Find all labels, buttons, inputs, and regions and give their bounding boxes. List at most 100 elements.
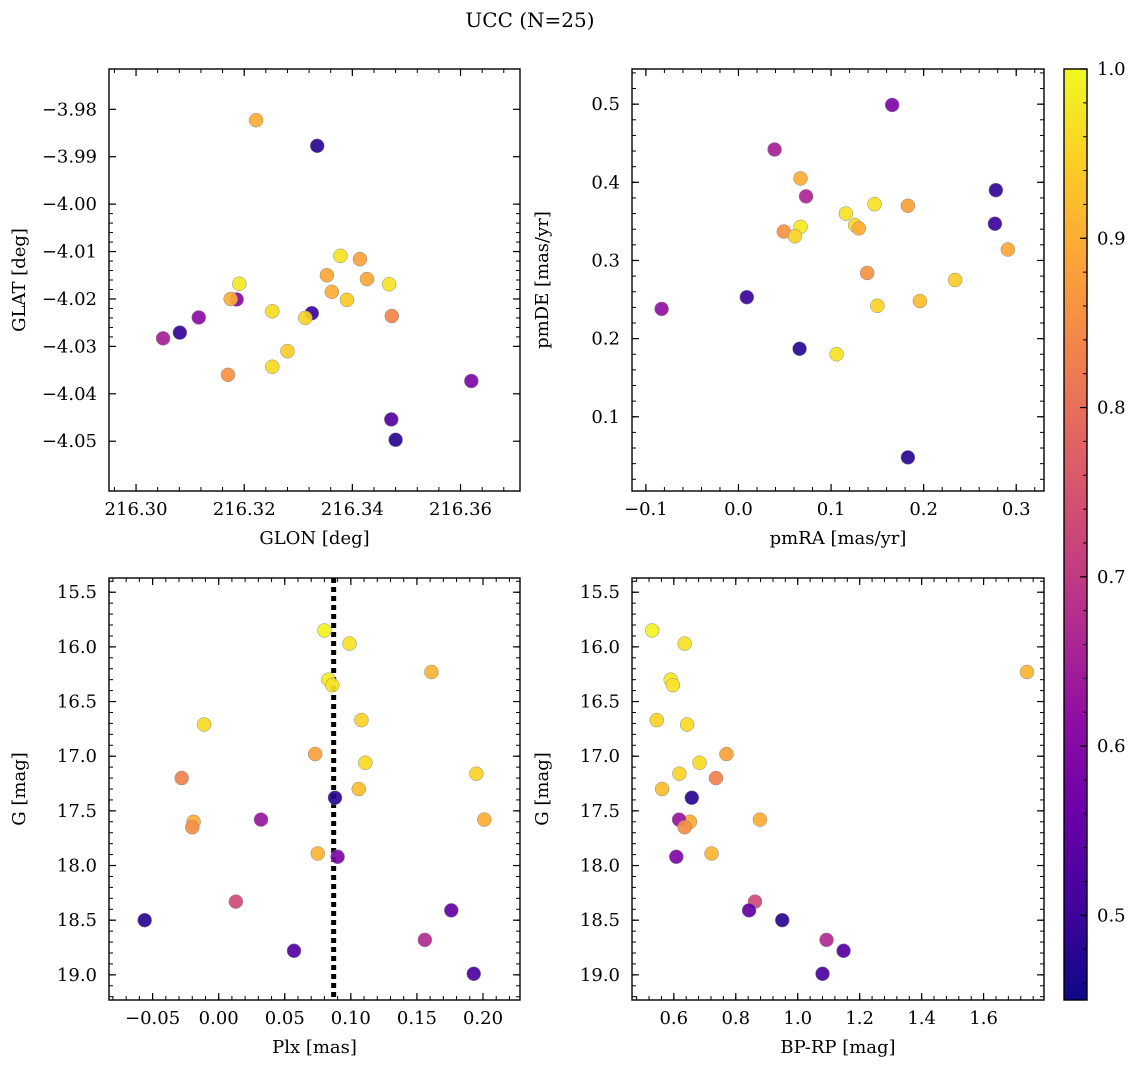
scatter-point xyxy=(752,812,768,827)
x-tick-label: 0.20 xyxy=(463,1008,503,1029)
x-tick-label: 1.4 xyxy=(907,1008,936,1029)
scatter-point xyxy=(359,271,375,287)
scatter-point xyxy=(358,755,373,771)
y-tick-label: 18.5 xyxy=(580,910,620,931)
y-axis-label: GLAT [deg] xyxy=(9,228,30,332)
scatter-point xyxy=(424,664,439,680)
scatter-point xyxy=(327,790,343,805)
scatter-point xyxy=(339,292,355,308)
scatter-point xyxy=(248,112,264,128)
scatter-point xyxy=(654,301,669,317)
scatter-point xyxy=(870,298,885,314)
scatter-point xyxy=(739,289,755,305)
scatter-point xyxy=(330,849,345,865)
y-tick-label: −4.00 xyxy=(42,194,97,215)
scatter-point xyxy=(787,228,803,244)
scatter-point xyxy=(677,636,692,651)
colorbar-tick-label: 1.0 xyxy=(1097,59,1126,80)
scatter-point xyxy=(644,623,660,638)
scatter-point xyxy=(684,790,700,805)
scatter-point xyxy=(466,966,481,982)
scatter-point xyxy=(838,206,854,221)
scatter-point xyxy=(672,766,687,781)
scatter-point xyxy=(851,221,867,236)
scatter-point xyxy=(829,346,844,362)
scatter-point xyxy=(704,846,719,861)
scatter-point xyxy=(900,450,916,465)
scatter-point xyxy=(172,325,188,340)
y-tick-label: 16.0 xyxy=(57,637,97,658)
colorbar: 0.5 0.6 0.7 0.8 0.9 1.0 xyxy=(1063,59,1126,1001)
x-axis-label: BP-RP [mag] xyxy=(780,1037,895,1058)
scatter-point xyxy=(988,182,1004,198)
y-tick-label: −3.99 xyxy=(42,147,97,168)
scatter-point xyxy=(155,331,171,346)
x-tick-label: 0.2 xyxy=(909,499,938,520)
y-tick-label: 0.4 xyxy=(591,172,620,193)
scatter-point xyxy=(319,268,335,283)
scatter-point xyxy=(342,636,357,651)
colorbar-frame xyxy=(1063,68,1088,1001)
x-tick-label: 0.1 xyxy=(817,499,846,520)
scatter-point xyxy=(798,189,814,204)
scatter-point xyxy=(381,277,397,292)
scatter-point xyxy=(477,812,492,827)
panel-frame xyxy=(631,577,1045,1001)
scatter-point xyxy=(351,781,367,797)
scatter-point xyxy=(792,341,807,357)
x-tick-label: 216.30 xyxy=(105,499,168,520)
y-tick-label: 19.0 xyxy=(580,965,620,986)
x-tick-label: 0.15 xyxy=(397,1008,437,1029)
scatter-point xyxy=(677,820,692,835)
scatter-point xyxy=(280,343,295,359)
x-tick-label: 0.05 xyxy=(265,1008,305,1029)
x-tick-label: 1.6 xyxy=(969,1008,998,1029)
scatter-point xyxy=(417,932,433,948)
y-tick-label: 17.0 xyxy=(580,746,620,767)
scatter-point xyxy=(310,846,326,861)
colorbar-tick-label: 0.7 xyxy=(1097,567,1126,588)
scatter-point xyxy=(819,932,834,948)
scatter-point xyxy=(912,293,928,309)
x-tick-label: 0.0 xyxy=(724,499,753,520)
scatter-point xyxy=(253,812,269,827)
colorbar-tick-label: 0.5 xyxy=(1097,905,1126,926)
panel-top-left: 216.30 216.32 216.34 216.36 −3.98 −3.99 −4.00 −… xyxy=(9,68,521,549)
y-tick-label: 15.5 xyxy=(580,582,620,603)
y-tick-label: 19.0 xyxy=(57,965,97,986)
y-axis-label: G [mag] xyxy=(9,752,30,825)
scatter-point xyxy=(793,171,808,186)
x-tick-label: 216.32 xyxy=(213,499,276,520)
scatter-point xyxy=(137,912,152,928)
scatter-point xyxy=(354,712,369,728)
scatter-point xyxy=(649,712,665,728)
scatter-point xyxy=(469,766,484,781)
scatter-point xyxy=(324,284,340,300)
colorbar-tick-label: 0.8 xyxy=(1097,398,1126,419)
scatter-point xyxy=(1019,664,1035,680)
scatter-point xyxy=(317,623,332,638)
x-tick-label: 216.36 xyxy=(429,499,492,520)
y-axis-label: G [mag] xyxy=(532,752,553,825)
scatter-point xyxy=(384,308,400,324)
y-tick-label: 17.0 xyxy=(57,746,97,767)
scatter-point xyxy=(223,291,238,307)
colorbar-gradient xyxy=(1064,69,1087,1000)
panel-top-right: −0.1 0.0 0.1 0.2 0.3 0.1 0.2 0.3 0.4 0.5 pmRA [mas… xyxy=(532,68,1045,549)
y-tick-label: 17.5 xyxy=(580,801,620,822)
scatter-point xyxy=(174,770,189,786)
scatter-point xyxy=(836,943,851,959)
panel-bottom-right: 0.6 0.8 1.0 1.2 1.4 1.6 15.5 16.0 16.5 17.0 17.5 18… xyxy=(532,577,1045,1058)
scatter-point xyxy=(741,903,757,918)
scatter-point xyxy=(987,216,1003,231)
scatter-point xyxy=(867,196,882,212)
scatter-point xyxy=(325,677,340,693)
y-tick-label: 17.5 xyxy=(57,801,97,822)
scatter-point xyxy=(665,677,681,693)
scatter-point xyxy=(185,820,200,835)
scatter-point xyxy=(309,138,325,154)
scatter-point xyxy=(286,943,302,959)
scatter-point xyxy=(220,367,236,383)
scatter-point xyxy=(333,248,348,264)
